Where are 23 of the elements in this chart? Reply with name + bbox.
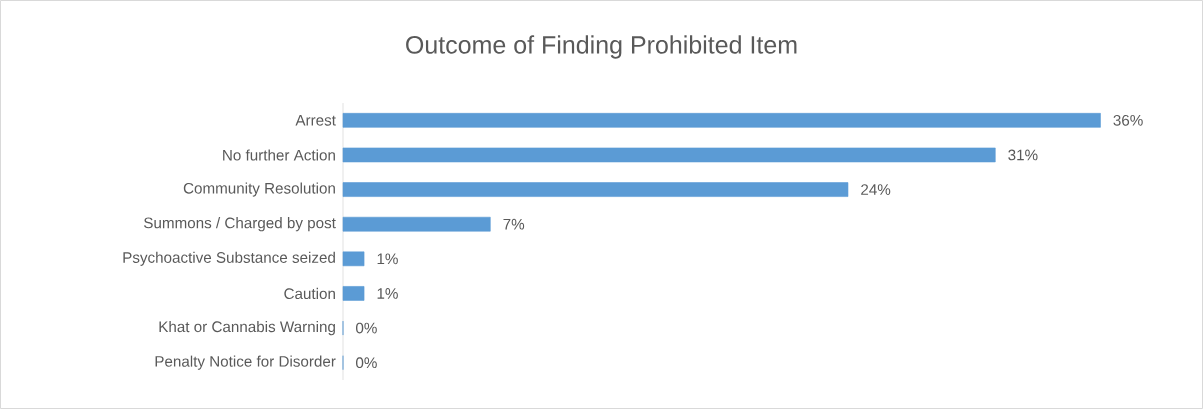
bar xyxy=(342,251,365,267)
bar xyxy=(342,147,996,163)
y-tick-label: Community Resolution xyxy=(183,182,335,197)
y-tick-label: Khat or Cannabis Warning xyxy=(159,320,335,336)
y-tick-label: Summons / Charged by post xyxy=(144,217,336,232)
y-tick-label: Caution xyxy=(284,287,335,300)
data-label: 7% xyxy=(503,218,525,230)
y-tick-label: Penalty Notice for Disorder xyxy=(155,355,336,370)
data-label: 0% xyxy=(356,322,377,334)
data-label: 1% xyxy=(377,288,398,299)
bar xyxy=(342,182,849,197)
y-tick-label: Arrest xyxy=(295,115,336,126)
y-tick-label: Psychoactive Substance seized xyxy=(123,251,335,266)
data-label: 0% xyxy=(356,357,377,369)
chart-title: Outcome of Finding Prohibited Item xyxy=(406,35,797,59)
y-tick-label: No further Action xyxy=(223,149,335,161)
bar xyxy=(342,113,1101,128)
bar xyxy=(342,216,491,232)
data-label: 1% xyxy=(377,253,398,265)
data-label: 36% xyxy=(1113,114,1143,126)
data-label: 24% xyxy=(861,184,891,195)
bar xyxy=(342,286,365,301)
data-label: 31% xyxy=(1008,149,1038,161)
